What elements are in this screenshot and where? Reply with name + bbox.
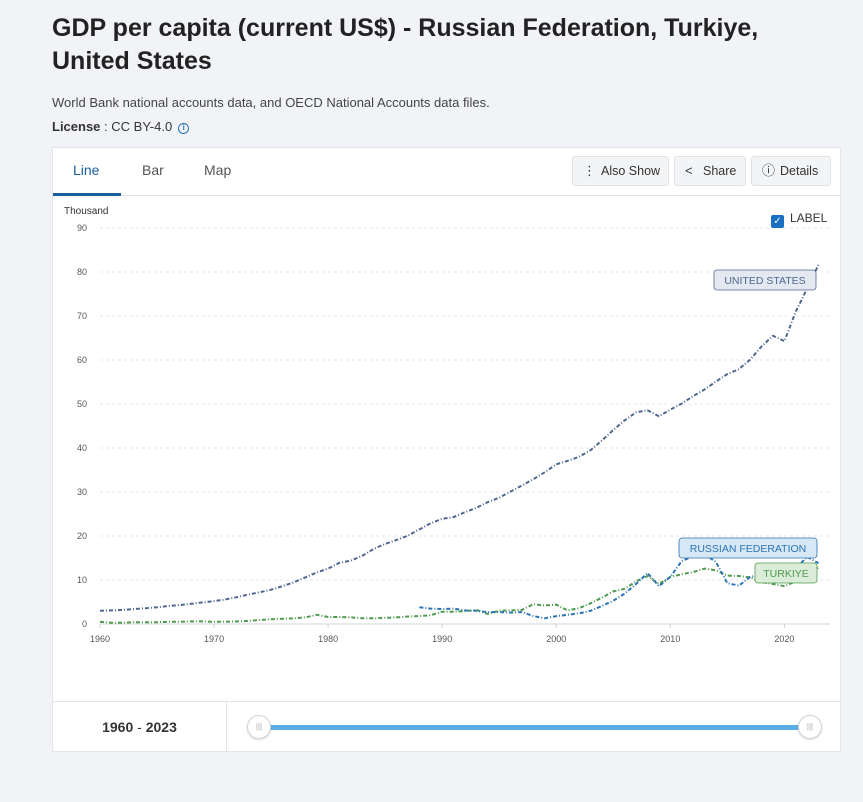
y-unit-label: Thousand <box>64 206 108 217</box>
y-tick-label: 30 <box>77 487 87 497</box>
y-tick-label: 90 <box>77 223 87 233</box>
checkbox-checked-icon[interactable]: ✓ <box>771 215 784 228</box>
y-tick-label: 70 <box>77 311 87 321</box>
range-end: 2023 <box>145 719 177 735</box>
chart-card: Line Bar Map ⋮ Also Show < Share ⓘ Details … <box>52 147 841 702</box>
details-button[interactable]: ⓘ Details <box>751 156 831 186</box>
range-handle-start[interactable]: ||| <box>247 715 271 739</box>
range-slider-track[interactable] <box>259 725 810 730</box>
x-tick-label: 2010 <box>660 634 680 644</box>
details-label: Details <box>780 164 819 178</box>
page-title: GDP per capita (current US$) - Russian F… <box>52 14 759 75</box>
series-label-russian-federation: RUSSIAN FEDERATION <box>678 537 818 559</box>
tab-map[interactable]: Map <box>204 162 232 178</box>
x-tick-label: 1980 <box>318 634 338 644</box>
tab-bar-chart[interactable]: Bar <box>142 162 164 178</box>
series-label-turkiye: TURKIYE <box>754 562 818 584</box>
series-line-turkiye[interactable] <box>99 566 820 624</box>
y-tick-label: 0 <box>82 619 87 629</box>
range-handle-end[interactable]: ||| <box>798 715 822 739</box>
x-tick-label: 2020 <box>774 634 794 644</box>
share-button[interactable]: < Share <box>674 156 746 186</box>
y-tick-label: 60 <box>77 355 87 365</box>
x-tick-label: 1970 <box>204 634 224 644</box>
kebab-menu-icon: ⋮ <box>583 163 596 178</box>
license-label: License <box>52 119 101 134</box>
y-tick-label: 50 <box>77 399 87 409</box>
tab-bar: Line Bar Map ⋮ Also Show < Share ⓘ Details <box>53 148 840 196</box>
series-label-united-states: UNITED STATES <box>713 269 817 291</box>
x-tick-label: 1960 <box>90 634 110 644</box>
source-text: World Bank national accounts data, and O… <box>52 95 490 110</box>
share-label: Share <box>703 164 737 178</box>
range-footer: 1960 - 2023 ||| ||| <box>52 702 841 752</box>
license-line: License : CC BY-4.0 i <box>52 119 190 134</box>
series-line-russian-federation[interactable] <box>419 553 820 620</box>
line-chart: Thousand 0 10 20 30 40 50 60 70 80 90 1960 1970 1980 1… <box>64 206 830 644</box>
svg-text:TURKIYE: TURKIYE <box>763 568 809 580</box>
y-tick-label: 40 <box>77 443 87 453</box>
info-circle-icon: ⓘ <box>762 163 776 178</box>
active-tab-indicator <box>53 193 121 196</box>
range-display: 1960 - 2023 <box>53 702 227 751</box>
info-icon[interactable]: i <box>178 123 190 134</box>
share-icon: < <box>685 163 693 178</box>
y-tick-label: 10 <box>77 575 87 585</box>
y-tick-label: 80 <box>77 267 87 277</box>
range-separator: - <box>133 719 146 735</box>
chart-area: ✓ LABEL Thousand 0 10 20 30 40 50 60 70 80 90 1960 19… <box>53 197 840 702</box>
license-separator: : <box>100 119 112 134</box>
x-tick-label: 1990 <box>432 634 452 644</box>
svg-text:RUSSIAN FEDERATION: RUSSIAN FEDERATION <box>690 543 806 555</box>
y-tick-label: 20 <box>77 531 87 541</box>
also-show-label: Also Show <box>601 164 661 178</box>
tab-line[interactable]: Line <box>73 162 100 178</box>
range-start: 1960 <box>102 719 134 735</box>
license-value: CC BY-4.0 <box>111 119 173 134</box>
x-tick-label: 2000 <box>546 634 566 644</box>
svg-text:UNITED STATES: UNITED STATES <box>724 275 805 287</box>
label-toggle[interactable]: ✓ LABEL <box>771 211 827 228</box>
also-show-button[interactable]: ⋮ Also Show <box>572 156 669 186</box>
series-line-united-states[interactable] <box>99 264 820 612</box>
label-toggle-text: LABEL <box>790 211 828 225</box>
